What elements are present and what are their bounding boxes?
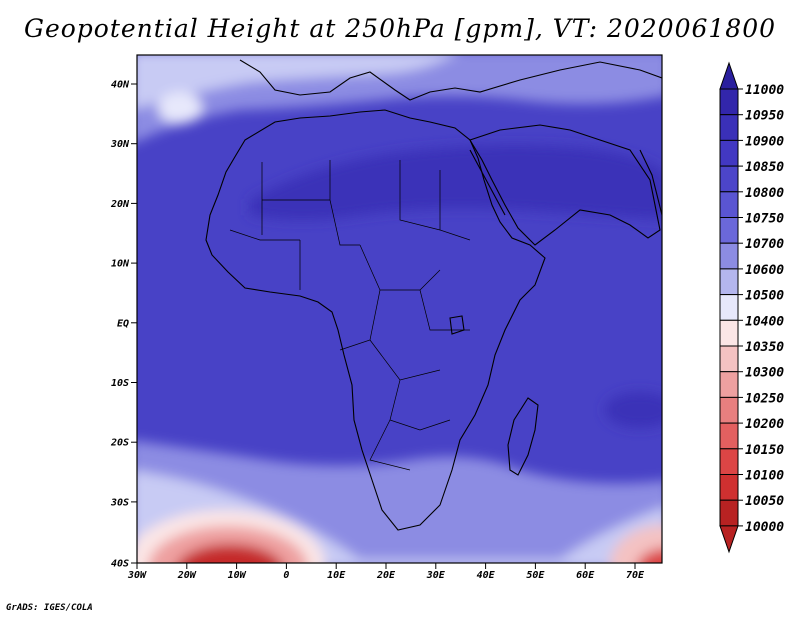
colorbar-swatch [719,114,739,141]
lat-tick-label: 20S [110,438,129,449]
lake-victoria [449,315,465,335]
lat-tick-label: 30N [110,139,130,150]
colorbar-swatch [719,139,739,167]
lon-tick-label: 40E [477,570,496,581]
colorbar-label: 10250 [745,391,784,406]
field-low-west-inner [177,544,283,563]
lat-tick-label: 10S [111,378,129,389]
colorbar-label: 10200 [745,417,784,432]
lon-tick-label: 10W [228,570,247,581]
india-coast [639,149,662,216]
colorbar-label: 10100 [745,469,784,484]
lat-tick-label: 40N [111,80,130,91]
field-low-east-outer [610,525,662,563]
colorbar: 11000 10950 10900 10850 10800 10750 10700 10600… [719,61,784,554]
lat-tick-label: 10N [111,259,130,270]
colorbar-swatch [719,345,739,373]
colorbar-swatch [719,268,739,296]
colorbar-label: 10950 [745,109,784,124]
colorbar-label: 10800 [745,186,784,201]
colorbar-swatch [719,294,739,321]
colorbar-label: 11000 [745,83,784,98]
colorbar-label: 10300 [745,366,784,381]
colorbar-swatch [719,371,739,398]
colorbar-label: 10400 [745,314,784,329]
arabia-coast [469,124,661,246]
colorbar-swatch [719,217,739,244]
colorbar-bottom-arrow [719,525,739,554]
colorbar-swatch [719,396,739,424]
colorbar-swatch [719,88,739,116]
colorbar-swatch [719,499,739,527]
longitude-axis: 30W 20W 10W 0 10E 20E 30E 40E 50E 60E 70E [127,563,645,581]
europe-coast [239,59,662,101]
madagascar [507,397,539,476]
colorbar-label: 10850 [745,160,784,175]
lat-tick-label: 20N [110,199,130,210]
field-atlantic-high [158,92,202,124]
colorbar-label: 10750 [745,212,784,227]
field-sahara-core [250,145,662,220]
plot-frame [136,54,663,564]
lat-tick-label: 30S [110,497,129,508]
colorbar-label: 10700 [745,237,784,252]
country-borders [229,160,471,471]
latitude-axis: 40N 30N 20N 10N EQ 10S 20S 30S 40S [110,80,137,570]
field-indian-core [605,392,662,428]
red-sea-coast [469,149,506,216]
colorbar-swatch [719,319,739,347]
lon-tick-label: 50E [526,570,545,581]
colorbar-label: 10150 [745,443,784,458]
field-north-pale [137,55,453,109]
lon-tick-label: 20W [177,570,197,581]
colorbar-swatch [719,422,739,450]
colorbar-swatch [719,242,739,270]
colorbar-top-arrow [719,61,739,90]
colorbar-swatch [719,191,739,219]
colorbar-label: 10050 [745,494,784,509]
colorbar-swatch [719,474,739,501]
colorbar-swatch [719,448,739,475]
map-title: Geopotential Height at 250hPa [gpm], VT:… [23,14,777,43]
colorbar-label: 10350 [745,340,784,355]
colorbar-label: 10600 [745,263,784,278]
colorbar-label: 10000 [745,520,784,535]
grads-credit: GrADS: IGES/COLA [6,603,93,613]
colorbar-label: 10500 [745,289,784,304]
lon-tick-label: 60E [576,570,595,581]
lon-tick-label: 10E [327,570,346,581]
lon-tick-label: 30W [127,570,147,581]
lon-tick-label: 30E [426,570,446,581]
colorbar-swatch [719,165,739,193]
lon-tick-label: 70E [626,570,645,581]
lon-tick-label: 0 [283,570,289,581]
height-field [137,55,662,563]
lat-tick-label: EQ [117,318,129,329]
coastlines [205,59,662,531]
field-low-west-mid [148,526,308,563]
africa-coastline [205,109,546,531]
lat-tick-label: 40S [111,559,129,570]
colorbar-label: 10900 [745,134,784,149]
lon-tick-label: 20E [376,570,396,581]
field-low-east-inner [637,548,662,563]
